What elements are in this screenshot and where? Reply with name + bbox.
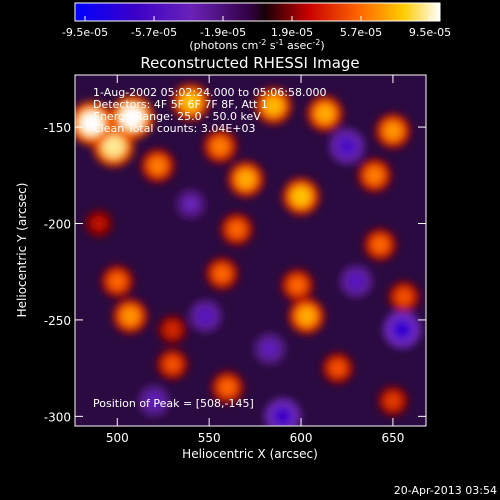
heatmap-source-core — [297, 307, 316, 325]
peak-position-label: Position of Peak = [508,-145] — [93, 397, 254, 410]
heatmap-source-core — [109, 273, 125, 290]
x-tick-label: 650 — [381, 431, 404, 445]
timestamp: 20-Apr-2013 03:54 — [394, 484, 497, 497]
heatmap-source-core — [273, 407, 292, 426]
y-tick-label: -200 — [44, 218, 71, 232]
heatmap-source-core — [316, 104, 334, 123]
heatmap-source-core — [372, 237, 388, 253]
heatmap-source-core — [229, 221, 245, 237]
heatmap-source-core — [366, 167, 383, 184]
heatmap-source-core — [348, 273, 364, 290]
colorbar-tick-label: -9.5e-05 — [62, 26, 108, 39]
colorbar-tick-label: 1.9e-05 — [271, 26, 313, 39]
heatmap-source-core — [165, 322, 179, 337]
heatmap-source-core — [214, 265, 230, 282]
axis-ticks: 500 550 600 650 -150 -200 -250 -300 — [44, 75, 426, 445]
heatmap-source-core — [80, 112, 103, 135]
colorbar-ticks: -9.5e-05 -5.7e-05 -1.9e-05 1.9e-05 5.7e-05 9.… — [62, 16, 451, 39]
heatmap-image — [75, 83, 421, 426]
heatmap-source-core — [384, 122, 402, 140]
heatmap-source-core — [149, 157, 166, 174]
x-tick-label: 550 — [198, 431, 221, 445]
plot-frame — [74, 74, 427, 427]
y-tick-label: -250 — [44, 314, 71, 328]
heatmap-source-core — [181, 92, 200, 112]
y-tick-label: -300 — [44, 410, 71, 424]
heatmap-source-core — [330, 360, 346, 376]
heatmap-source-core — [165, 356, 180, 372]
x-axis-label: Heliocentric X (arcsec) — [182, 447, 318, 461]
heatmap-source-core — [212, 138, 229, 155]
colorbar-tick-label: -1.9e-05 — [200, 26, 246, 39]
colorbar — [74, 2, 441, 22]
heatmap-source-core — [120, 106, 143, 129]
x-tick-label: 500 — [106, 431, 129, 445]
colorbar-tick-label: -5.7e-05 — [131, 26, 177, 39]
heatmap-source-core — [385, 393, 400, 408]
heatmap-source-core — [264, 96, 283, 115]
heatmap-source-core — [392, 320, 412, 339]
colorbar-tick-label: 5.7e-05 — [340, 26, 382, 39]
x-tick-label: 600 — [290, 431, 313, 445]
heatmap-source-core — [237, 170, 255, 188]
y-tick-label: -150 — [44, 121, 71, 135]
heatmap-source-core — [103, 136, 124, 157]
heatmap-source-core — [396, 289, 412, 305]
heatmap-source-core — [121, 307, 139, 325]
heatmap-source-core — [338, 137, 356, 155]
chart-title: Reconstructed RHESSI Image — [140, 54, 359, 72]
heatmap-source-core — [146, 393, 162, 409]
heatmap-source-core — [197, 308, 214, 324]
annotation-line: 1-Aug-2002 05:02:24.000 to 05:06:58.000 — [93, 86, 327, 99]
annotation-line: Clean Total counts: 3.04E+03 — [93, 122, 256, 135]
colorbar-tick-label: 9.5e-05 — [409, 26, 451, 39]
heatmap-source-core — [183, 197, 198, 212]
heatmap-source-core — [291, 187, 311, 206]
image-annotations: 1-Aug-2002 05:02:24.000 to 05:06:58.000D… — [93, 86, 327, 410]
annotation-line: Energy Range: 25.0 - 50.0 keV — [93, 110, 261, 123]
colorbar-units-label: (photons cm-2 s-1 asec-2) — [189, 38, 324, 52]
heatmap-source-core — [92, 217, 106, 230]
heatmap-source-core — [262, 341, 278, 357]
heatmap-source-core — [219, 379, 236, 396]
heatmap-source-core — [289, 277, 306, 293]
y-axis-label: Heliocentric Y (arcsec) — [15, 183, 29, 318]
annotation-line: Detectors: 4F 5F 6F 7F 8F, Att 1 — [93, 98, 268, 111]
